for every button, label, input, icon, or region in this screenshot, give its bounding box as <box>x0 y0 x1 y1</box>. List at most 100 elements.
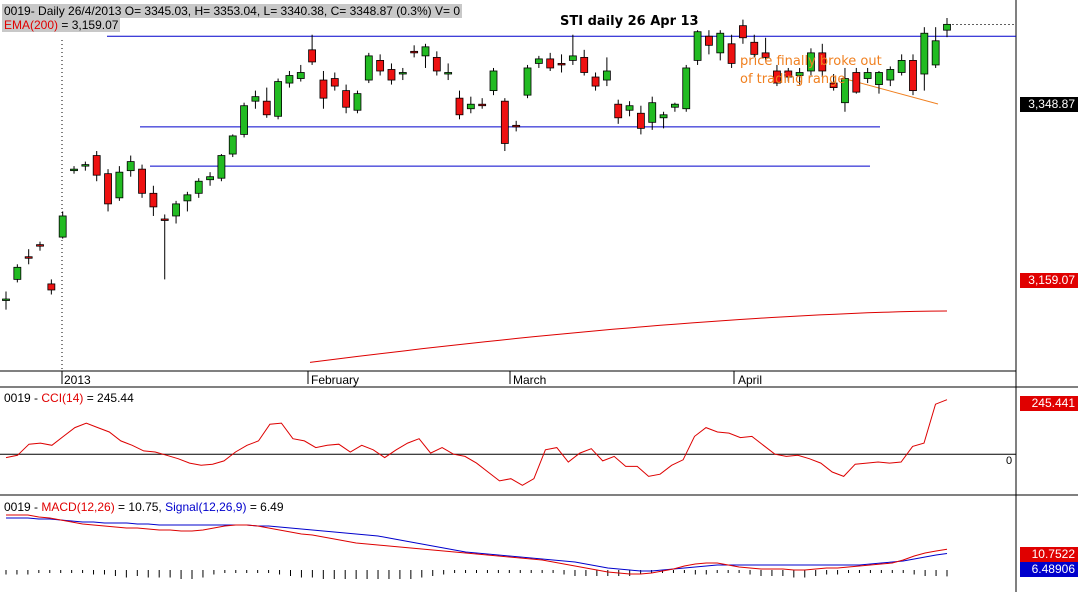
cci-header: 0019 - CCI(14) = 245.44 <box>4 391 134 405</box>
candle-body <box>693 31 702 61</box>
candle-body <box>602 70 611 81</box>
cci-zero-label: 0 <box>1006 455 1013 467</box>
candle-body <box>58 215 67 238</box>
candle-body <box>478 103 487 107</box>
candle-body <box>364 55 373 81</box>
annotation-text: price finally broke out of trading range <box>740 53 900 89</box>
ema-price-tag: 3,159.07 <box>1020 273 1078 288</box>
candle-body <box>750 41 759 55</box>
candle-body <box>285 75 294 84</box>
candle-body <box>489 70 498 92</box>
ema-header: EMA(200) = 3,159.07 <box>2 18 121 32</box>
candle-body <box>410 50 419 54</box>
signal-name: Signal(12,26,9) <box>165 500 247 514</box>
candle-body <box>421 46 430 57</box>
ohlc-header: 0019- Daily 26/4/2013 O= 3345.03, H= 335… <box>2 4 462 18</box>
macd-panel-plot <box>5 514 948 579</box>
candle-body <box>739 25 747 39</box>
cci-line <box>5 399 948 486</box>
candle-body <box>773 70 781 84</box>
candle-body <box>115 171 124 199</box>
candle-body <box>636 112 645 129</box>
candle-body <box>920 32 929 75</box>
candle-body <box>149 192 158 208</box>
candle-body <box>104 173 112 205</box>
candle-body <box>183 194 192 202</box>
macd-value-tag: 10.7522 <box>1020 547 1078 562</box>
candle-body <box>557 63 566 66</box>
candles <box>2 18 1016 310</box>
x-label-march: March <box>513 373 547 387</box>
candle-body <box>228 135 237 155</box>
candle-body <box>262 100 271 116</box>
candle-body <box>126 161 135 172</box>
candle-body <box>81 164 90 167</box>
candle-body <box>591 76 600 87</box>
macd-value: = 10.75, <box>114 500 166 514</box>
candle-body <box>13 266 22 280</box>
candle-body <box>512 124 521 128</box>
candle-body <box>160 218 169 221</box>
candle-body <box>353 93 362 111</box>
cci-name: CCI(14) <box>41 391 84 405</box>
candle-body <box>534 58 543 64</box>
candle-body <box>705 35 713 46</box>
candle-body <box>2 298 10 301</box>
candle-body <box>330 78 339 87</box>
x-label-february: February <box>311 373 360 387</box>
candle-body <box>659 114 668 119</box>
candle-body <box>784 70 793 78</box>
candle-body <box>671 103 679 108</box>
candle-body <box>818 52 827 72</box>
candle-body <box>206 176 214 181</box>
candle-body <box>47 283 56 291</box>
candle-body <box>308 49 317 63</box>
cci-prefix: 0019 - <box>4 391 42 405</box>
candle-body <box>841 78 849 104</box>
candle-body <box>568 55 577 61</box>
candle-body <box>931 40 940 66</box>
last-price-tag: 3,348.87 <box>1020 97 1078 112</box>
chart-title: STI daily 26 Apr 13 <box>560 14 699 29</box>
candle-body <box>716 32 725 54</box>
candle-body <box>194 180 203 194</box>
candle-body <box>319 79 328 99</box>
candle-body <box>795 72 804 76</box>
candle-body <box>648 102 657 123</box>
macd-header: 0019 - MACD(12,26) = 10.75, Signal(12,26… <box>4 500 284 514</box>
candle-body <box>863 72 872 79</box>
candle-body <box>614 103 623 119</box>
candle-body <box>342 90 351 108</box>
x-label-april: April <box>738 373 763 387</box>
candle-body <box>897 60 906 73</box>
candle-body <box>251 96 260 102</box>
candle-body <box>909 60 917 92</box>
candle-body <box>444 72 453 75</box>
candle-body <box>523 67 532 96</box>
annotation-line-2: of trading range <box>740 72 846 87</box>
macd-name: MACD(12,26) <box>41 500 115 514</box>
candle-body <box>761 52 770 58</box>
annotation-line-1: price finally broke out <box>740 54 882 69</box>
ema-value: = 3,159.07 <box>58 18 119 32</box>
candle-body <box>92 155 101 176</box>
candle-body <box>886 69 895 81</box>
candle-body <box>296 72 305 79</box>
signal-value-tag: 6.48906 <box>1020 562 1078 577</box>
ema200-line <box>309 310 948 363</box>
macd-prefix: 0019 - <box>4 500 42 514</box>
trendlines <box>107 35 1016 167</box>
candle-body <box>682 67 691 110</box>
cci-value: = 245.44 <box>83 391 134 405</box>
candle-body <box>625 105 634 111</box>
candle-body <box>875 72 883 85</box>
x-label-2013: 2013 <box>64 373 91 387</box>
candle-body <box>807 52 815 72</box>
candle-body <box>852 72 861 93</box>
macd-line <box>6 514 948 575</box>
ema-line <box>309 310 948 363</box>
candle-body <box>580 56 589 73</box>
candle-body <box>829 82 838 88</box>
